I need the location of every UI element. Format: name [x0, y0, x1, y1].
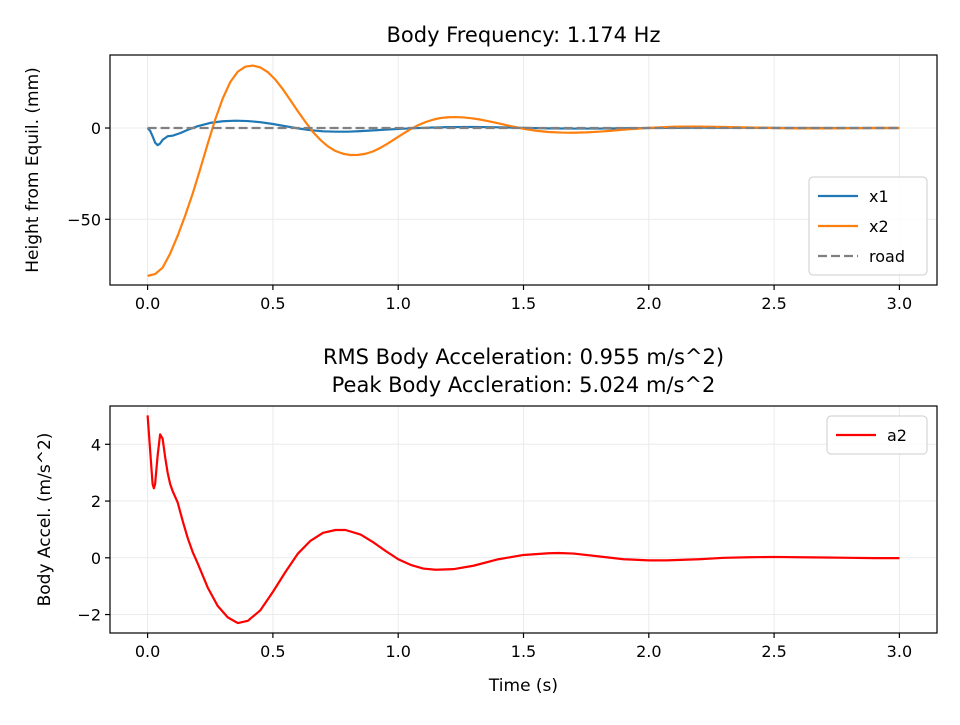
chart-title-line: RMS Body Acceleration: 0.955 m/s^2) [323, 345, 724, 369]
x-tick-label: 1.0 [385, 642, 410, 661]
x-tick-label: 1.5 [511, 294, 536, 313]
legend: a2 [826, 415, 928, 455]
y-axis-label: Height from Equil. (mm) [23, 67, 43, 273]
y-axis-label: Body Accel. (m/s^2) [35, 433, 55, 607]
y-tick-label: 0 [91, 119, 101, 138]
y-tick-label: −2 [77, 606, 101, 625]
x-tick-label: 2.5 [761, 294, 786, 313]
series-line-a2 [146, 415, 900, 625]
legend: x1 x2 road [808, 176, 928, 276]
chart-title-line: Peak Body Accleration: 5.024 m/s^2 [332, 373, 716, 397]
x-tick-label: 0.0 [135, 294, 160, 313]
x-tick-label: 2.0 [636, 642, 661, 661]
x-tick-label: 0.5 [260, 642, 285, 661]
series-line-x2 [147, 64, 900, 277]
chart-title: Body Frequency: 1.174 Hz [386, 23, 660, 47]
x-tick-label: 3.0 [887, 294, 912, 313]
legend-label-x2: x2 [869, 217, 889, 236]
x-tick-label: 2.0 [636, 294, 661, 313]
y-tick-label: −50 [67, 210, 101, 229]
x-tick-label: 0.0 [135, 642, 160, 661]
plot-panel-1: 0.0 0.5 1.0 1.5 2.0 2.5 3.0 −50 0 Body Frequency:… [23, 23, 938, 313]
legend-label-x1: x1 [869, 187, 889, 206]
x-tick-label: 2.5 [761, 642, 786, 661]
x-tick-label: 1.0 [385, 294, 410, 313]
x-axis-label: Time (s) [488, 676, 558, 696]
y-tick-label: 4 [91, 435, 101, 454]
x-tick-label: 1.5 [511, 642, 536, 661]
legend-label-road: road [869, 247, 905, 266]
x-tick-label: 0.5 [260, 294, 285, 313]
plot-panel-2: 0.0 0.5 1.0 1.5 2.0 2.5 3.0 −2 0 2 4 RMS Body Accel… [35, 345, 938, 696]
legend-box [826, 415, 928, 455]
legend-label-a2: a2 [887, 426, 907, 445]
legend-box [808, 176, 928, 276]
y-tick-label: 2 [91, 492, 101, 511]
y-tick-label: 0 [91, 549, 101, 568]
x-tick-label: 3.0 [887, 642, 912, 661]
